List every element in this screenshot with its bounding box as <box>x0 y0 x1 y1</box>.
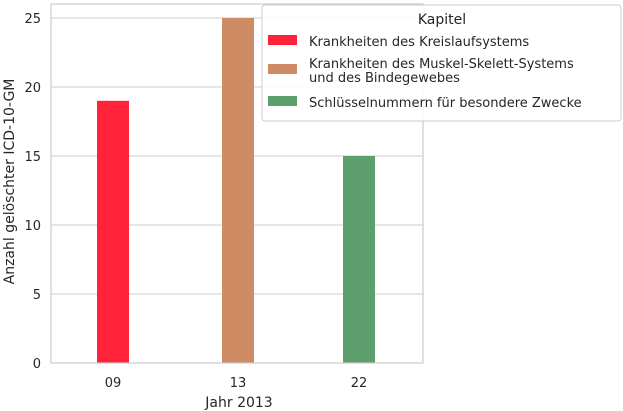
x-tick-label: 22 <box>351 376 368 391</box>
legend-box <box>261 4 622 122</box>
y-tick-label: 15 <box>24 150 41 165</box>
plot-frame <box>50 3 424 364</box>
legend-swatch <box>268 35 297 45</box>
legend-label: und des Bindegewebes <box>309 71 460 86</box>
legend: Kapitel Krankheiten des Kreislaufsystems… <box>261 4 622 122</box>
y-tick-label: 5 <box>33 288 41 303</box>
x-tick-label: 13 <box>230 376 247 391</box>
y-tick-label: 10 <box>24 219 41 234</box>
x-tick-label: 09 <box>105 376 122 391</box>
legend-entries: Krankheiten des Kreislaufsystems Krankhei… <box>268 35 582 111</box>
y-tick-label: 0 <box>33 357 41 372</box>
y-tick-label: 20 <box>24 81 41 96</box>
legend-swatch <box>268 96 297 106</box>
legend-label: Schlüsselnummern für besondere Zwecke <box>309 96 582 111</box>
bars <box>97 18 375 364</box>
legend-title: Kapitel <box>418 12 466 28</box>
bar-09 <box>97 100 129 364</box>
legend-label: Krankheiten des Kreislaufsystems <box>309 35 529 50</box>
y-tick-labels: 0 5 10 15 20 25 <box>24 12 41 372</box>
legend-swatch <box>268 64 297 74</box>
legend-label: Krankheiten des Muskel-Skelett-Systems <box>309 57 574 72</box>
x-tick-labels: 09 13 22 <box>105 376 368 391</box>
x-axis-label: Jahr 2013 <box>204 395 272 411</box>
y-tick-label: 25 <box>24 12 41 27</box>
bar-13 <box>222 18 254 363</box>
y-axis-label: Anzahl gelöschter ICD-10-GM <box>2 79 18 285</box>
bar-22 <box>343 156 375 363</box>
